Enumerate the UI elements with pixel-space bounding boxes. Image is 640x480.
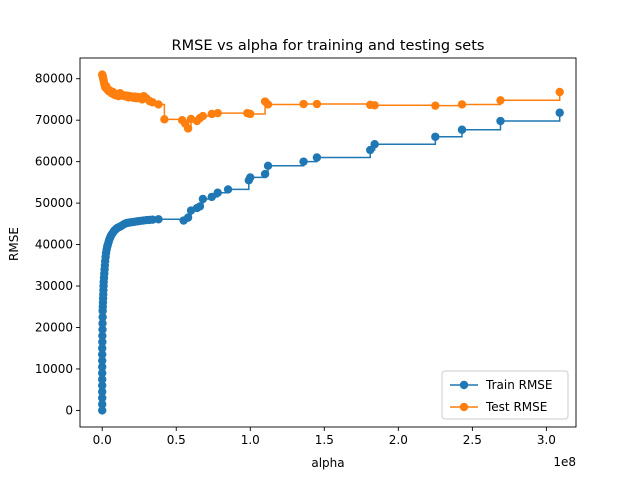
data-point xyxy=(312,153,322,162)
x-tick-label: 2.0 xyxy=(389,433,408,447)
data-point xyxy=(299,99,308,109)
data-point xyxy=(98,400,107,409)
data-point xyxy=(370,140,379,149)
data-point xyxy=(457,100,467,109)
data-point xyxy=(555,87,564,97)
data-point xyxy=(98,337,107,347)
x-tick-label: 1.0 xyxy=(241,433,260,447)
data-point xyxy=(183,124,193,133)
data-point xyxy=(98,350,107,359)
data-point xyxy=(98,312,107,322)
legend: Train RMSE Test RMSE xyxy=(441,370,569,420)
x-tick-label: 2.5 xyxy=(463,433,482,447)
x-tick-label: 3.0 xyxy=(537,433,556,447)
chart-title: RMSE vs alpha for training and testing s… xyxy=(172,38,485,54)
axes-frame xyxy=(79,57,577,428)
y-axis-label: RMSE xyxy=(7,227,21,261)
legend-marker xyxy=(459,380,469,390)
y-tick-label: 60000 xyxy=(35,155,73,169)
y-tick-label: 10000 xyxy=(35,362,73,376)
data-point xyxy=(263,100,273,109)
data-point xyxy=(457,125,467,134)
data-point xyxy=(160,115,169,124)
data-point xyxy=(98,356,107,365)
y-tick-label: 70000 xyxy=(35,113,73,127)
data-point xyxy=(431,132,440,141)
data-point xyxy=(98,362,107,372)
y-tick-label: 40000 xyxy=(35,238,73,252)
data-point xyxy=(98,344,107,353)
data-point xyxy=(98,387,107,396)
data-point xyxy=(154,100,163,109)
y-tick-label: 80000 xyxy=(35,72,73,86)
data-point xyxy=(299,157,308,166)
data-point xyxy=(496,116,505,126)
legend-marker xyxy=(459,402,469,412)
x-offset-text: 1e8 xyxy=(553,455,576,469)
data-point xyxy=(195,202,205,211)
data-point xyxy=(312,99,322,109)
data-point xyxy=(207,192,216,202)
legend-label: Train RMSE xyxy=(485,378,553,392)
data-point xyxy=(98,406,107,415)
data-point xyxy=(246,109,255,119)
y-tick-label: 30000 xyxy=(35,279,73,293)
y-tick-label: 50000 xyxy=(35,196,73,210)
data-point xyxy=(431,101,440,110)
data-point xyxy=(496,96,505,105)
data-point xyxy=(260,169,270,179)
data-point xyxy=(98,331,107,340)
data-point xyxy=(263,161,273,170)
data-point xyxy=(98,325,107,334)
x-tick-label: 0.0 xyxy=(93,433,112,447)
series-0 xyxy=(98,108,564,415)
data-point xyxy=(198,111,208,121)
data-point xyxy=(198,194,208,204)
data-point xyxy=(98,381,107,390)
data-point xyxy=(98,368,107,378)
data-point xyxy=(366,145,375,155)
data-point xyxy=(223,185,233,194)
x-tick-label: 1.5 xyxy=(315,433,334,447)
data-point xyxy=(213,188,222,197)
data-point xyxy=(98,393,107,403)
data-point xyxy=(98,319,107,328)
data-point xyxy=(213,108,222,118)
x-axis-label: alpha xyxy=(311,456,344,470)
series-1 xyxy=(98,70,564,133)
y-tick-label: 0 xyxy=(65,403,73,417)
data-point xyxy=(154,215,163,224)
data-point xyxy=(555,108,564,117)
data-point xyxy=(370,101,379,110)
legend-label: Test RMSE xyxy=(485,400,547,414)
plot-area: 0.0 0.5 1.0 1.5 2.0 2.5 3.0 0 10000 20000 30000 400… xyxy=(35,57,577,447)
data-point xyxy=(98,375,107,384)
y-tick-label: 20000 xyxy=(35,320,73,334)
data-point xyxy=(183,213,193,222)
data-point xyxy=(246,173,255,182)
x-tick-label: 0.5 xyxy=(167,433,186,447)
